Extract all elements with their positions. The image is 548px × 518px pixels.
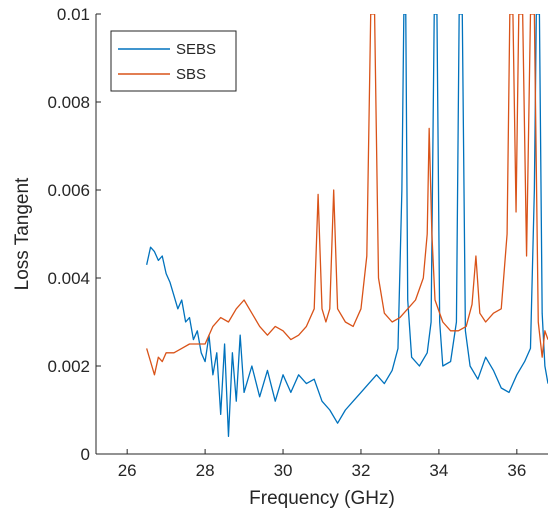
series-layer (146, 14, 548, 438)
axes-layer: 26 28 30 32 34 36 0 0.002 0.004 0.006 0.008 0.01 (47, 5, 548, 480)
x-tick-label-32: 32 (352, 461, 371, 480)
y-tick-label-0.006: 0.006 (47, 181, 90, 200)
legend-label-sbs: SBS (176, 66, 206, 83)
x-tick-label-30: 30 (274, 461, 293, 480)
y-tick-label-0: 0 (81, 445, 90, 464)
legend-box (110, 30, 237, 92)
x-tick-label-36: 36 (507, 461, 526, 480)
y-axis-title: Loss Tangent (12, 177, 33, 290)
series-line-sbs (146, 14, 548, 376)
x-axis-title: Frequency (GHz) (249, 488, 395, 509)
series-line-sebs (146, 14, 548, 438)
x-tick-label-26: 26 (118, 461, 137, 480)
y-tick-label-0.008: 0.008 (47, 93, 90, 112)
legend-label-sebs: SEBS (176, 41, 216, 58)
x-tick-label-34: 34 (429, 461, 448, 480)
legend: SEBS SBS (110, 30, 237, 92)
y-tick-label-0.004: 0.004 (47, 269, 90, 288)
x-tick-label-28: 28 (196, 461, 215, 480)
y-tick-label-0.01: 0.01 (57, 5, 90, 24)
y-tick-label-0.002: 0.002 (47, 357, 90, 376)
